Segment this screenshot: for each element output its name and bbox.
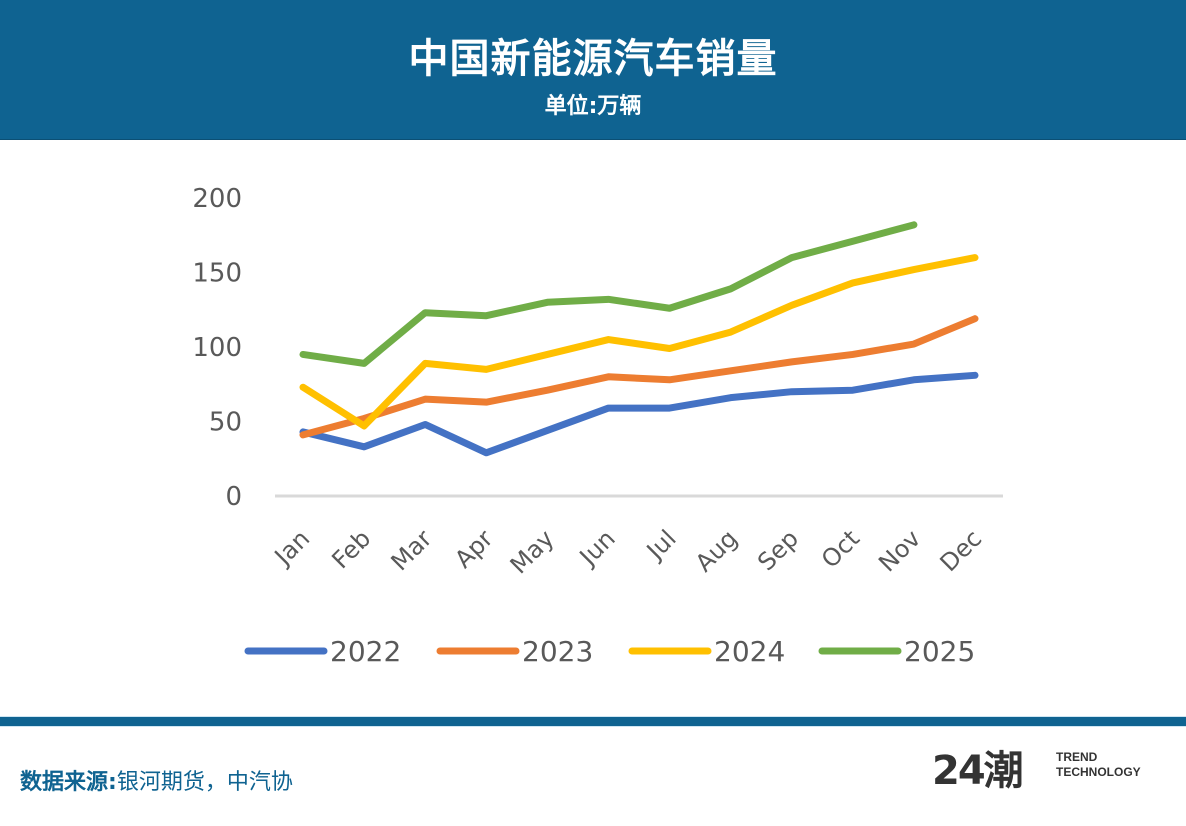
line-chart: 0 50 100 150 200 Jan Feb Mar Apr May Jun Jul Aug Sep… [192,184,1003,668]
series-line-2024 [299,254,979,430]
legend-item-2023: 2023 [436,635,593,668]
x-tick-label: Feb [326,524,376,574]
legend-label: 2024 [714,635,785,668]
footer-divider [0,717,1186,726]
logo-text: TREND TECHNOLOGY [1056,750,1141,780]
legend-item-2025: 2025 [818,635,975,668]
x-axis-ticks: Jan Feb Mar Apr May Jun Jul Aug Sep Oct Nov Dec [268,524,987,579]
series-line-2022 [299,371,979,457]
y-axis-ticks: 0 50 100 150 200 [192,184,242,512]
x-tick-label: Dec [935,524,988,577]
x-tick-label: Sep [752,524,804,576]
x-tick-label: Jun [573,524,621,572]
legend-label: 2023 [522,635,593,668]
data-source: 数据来源:银河期货，中汽协 [20,764,293,796]
x-tick-label: Apr [449,524,498,573]
y-tick-label: 200 [192,184,242,214]
series-line-2023 [299,315,979,439]
x-tick-label: Mar [386,524,438,576]
y-tick-label: 100 [192,333,242,363]
legend-item-2022: 2022 [244,635,401,668]
legend-label: 2025 [904,635,975,668]
legend: 2022 2023 2024 2025 [244,635,975,668]
x-tick-label: Oct [816,524,865,573]
y-tick-label: 50 [209,408,242,438]
logo-line-2: TECHNOLOGY [1056,765,1141,779]
chart-subtitle: 单位:万辆 [544,94,642,119]
y-tick-label: 0 [225,482,242,512]
y-tick-label: 150 [192,259,242,289]
x-tick-label: Jul [640,524,682,566]
logo-line-1: TREND [1056,750,1098,764]
x-tick-label: Jan [268,524,315,571]
brand-logo: 24潮 TREND TECHNOLOGY [932,748,1162,800]
source-text: 银河期货，中汽协 [116,770,293,795]
series-lines [299,221,979,457]
x-tick-label: Aug [690,524,743,577]
header-banner: 中国新能源汽车销量 单位:万辆 [0,0,1186,140]
logo-mark: 24潮 [932,748,1024,794]
source-label: 数据来源: [20,770,117,795]
legend-item-2024: 2024 [628,635,785,668]
x-tick-label: May [505,524,560,579]
chart-title: 中国新能源汽车销量 [408,36,778,82]
legend-label: 2022 [330,635,401,668]
x-tick-label: Nov [873,524,926,577]
